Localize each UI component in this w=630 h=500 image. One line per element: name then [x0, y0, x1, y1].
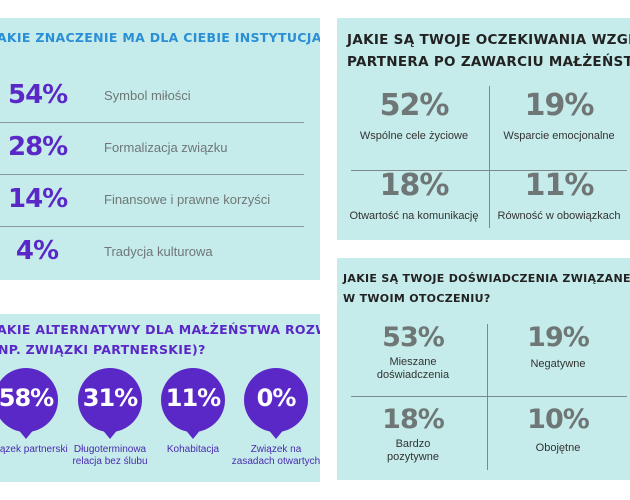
expectations-value: 18% — [379, 168, 450, 203]
experiences-heading-line2: W TWOIM OTOCZENIU? — [343, 292, 491, 305]
alternatives-heading-line2: (NP. ZWIĄZKI PARTNERSKIE)? — [0, 342, 206, 357]
expectations-heading-line1: JAKIE SĄ TWOJE OCZEKIWANIA WZGLĘDEM — [347, 32, 630, 48]
meaning-row-divider — [0, 174, 304, 175]
expectations-grid-horizontal — [351, 170, 627, 171]
experiences-value: 19% — [527, 322, 590, 353]
pin-circle — [244, 368, 308, 432]
expectations-value: 11% — [524, 168, 595, 203]
experiences-label: Negatywne — [530, 358, 586, 370]
expectations-label: Otwartość na komunikację — [349, 210, 479, 222]
experiences-label: Bardzo — [395, 438, 431, 450]
meaning-panel: JAKIE ZNACZENIE MA DLA CIEBIE INSTYTUCJA… — [0, 18, 320, 280]
expectations-label: Wspólne cele życiowe — [359, 130, 469, 142]
expectations-grid-vertical — [489, 86, 490, 228]
experiences-value: 10% — [527, 404, 590, 435]
meaning-value: 54% — [8, 80, 68, 110]
meaning-label: Formalizacja związku — [104, 140, 228, 155]
meaning-value: 28% — [8, 132, 68, 162]
expectations-heading-line2: PARTNERA PO ZAWARCIU MAŁŻEŃSTWA? — [347, 54, 630, 70]
meaning-value: 14% — [8, 184, 68, 214]
expectations-label: Równość w obowiązkach — [497, 210, 621, 222]
pin-point — [101, 428, 119, 439]
pin-point — [184, 428, 202, 439]
experiences-value: 18% — [382, 404, 445, 435]
alternatives-value: 0% — [256, 384, 297, 412]
meaning-row-divider — [0, 122, 304, 123]
alternatives-value: 31% — [82, 384, 138, 412]
experiences-grid-vertical — [487, 324, 488, 470]
expectations-panel: JAKIE SĄ TWOJE OCZEKIWANIA WZGLĘDEM PART… — [337, 18, 630, 240]
alternatives-panel: JAKIE ALTERNATYWY DLA MAŁŻEŃSTWA ROZWAŻA… — [0, 314, 320, 482]
experiences-label: doświadczenia — [376, 369, 450, 381]
expectations-label: Wsparcie emocjonalne — [503, 130, 615, 142]
experiences-grid-horizontal — [351, 396, 627, 397]
alternatives-label: relacja bez ślubu — [72, 456, 148, 467]
alternatives-value: 58% — [0, 384, 54, 412]
meaning-label: Tradycja kulturowa — [104, 244, 213, 259]
alternatives-label: Kohabitacja — [166, 444, 220, 455]
meaning-label: Symbol miłości — [104, 88, 191, 103]
experiences-value: 53% — [382, 322, 445, 353]
experiences-label: Obojętne — [535, 442, 581, 454]
alternatives-label: Związek partnerski — [0, 444, 68, 455]
meaning-value: 4% — [15, 236, 59, 266]
experiences-heading-line1: JAKIE SĄ TWOJE DOŚWIADCZENIA ZWIĄZANE Z … — [343, 272, 630, 285]
expectations-value: 19% — [524, 88, 595, 123]
pin-circle — [0, 368, 58, 432]
alternatives-value: 11% — [165, 384, 221, 412]
experiences-panel: JAKIE SĄ TWOJE DOŚWIADCZENIA ZWIĄZANE Z … — [337, 258, 630, 480]
alternatives-label: Związek na — [250, 444, 302, 455]
meaning-label: Finansowe i prawne korzyści — [104, 192, 271, 207]
pin-circle — [78, 368, 142, 432]
alternatives-label: Długoterminowa — [73, 444, 147, 455]
expectations-value: 52% — [379, 88, 450, 123]
meaning-row-divider — [0, 226, 304, 227]
alternatives-heading-line1: JAKIE ALTERNATYWY DLA MAŁŻEŃSTWA ROZWAŻA… — [0, 322, 320, 337]
experiences-label: Mieszane — [389, 356, 437, 368]
pin-circle — [161, 368, 225, 432]
pin-point — [267, 428, 285, 439]
alternatives-label: zasadach otwartych — [231, 456, 320, 467]
pin-point — [17, 428, 35, 439]
meaning-heading: JAKIE ZNACZENIE MA DLA CIEBIE INSTYTUCJA… — [0, 30, 320, 45]
experiences-label: pozytywne — [387, 451, 439, 463]
